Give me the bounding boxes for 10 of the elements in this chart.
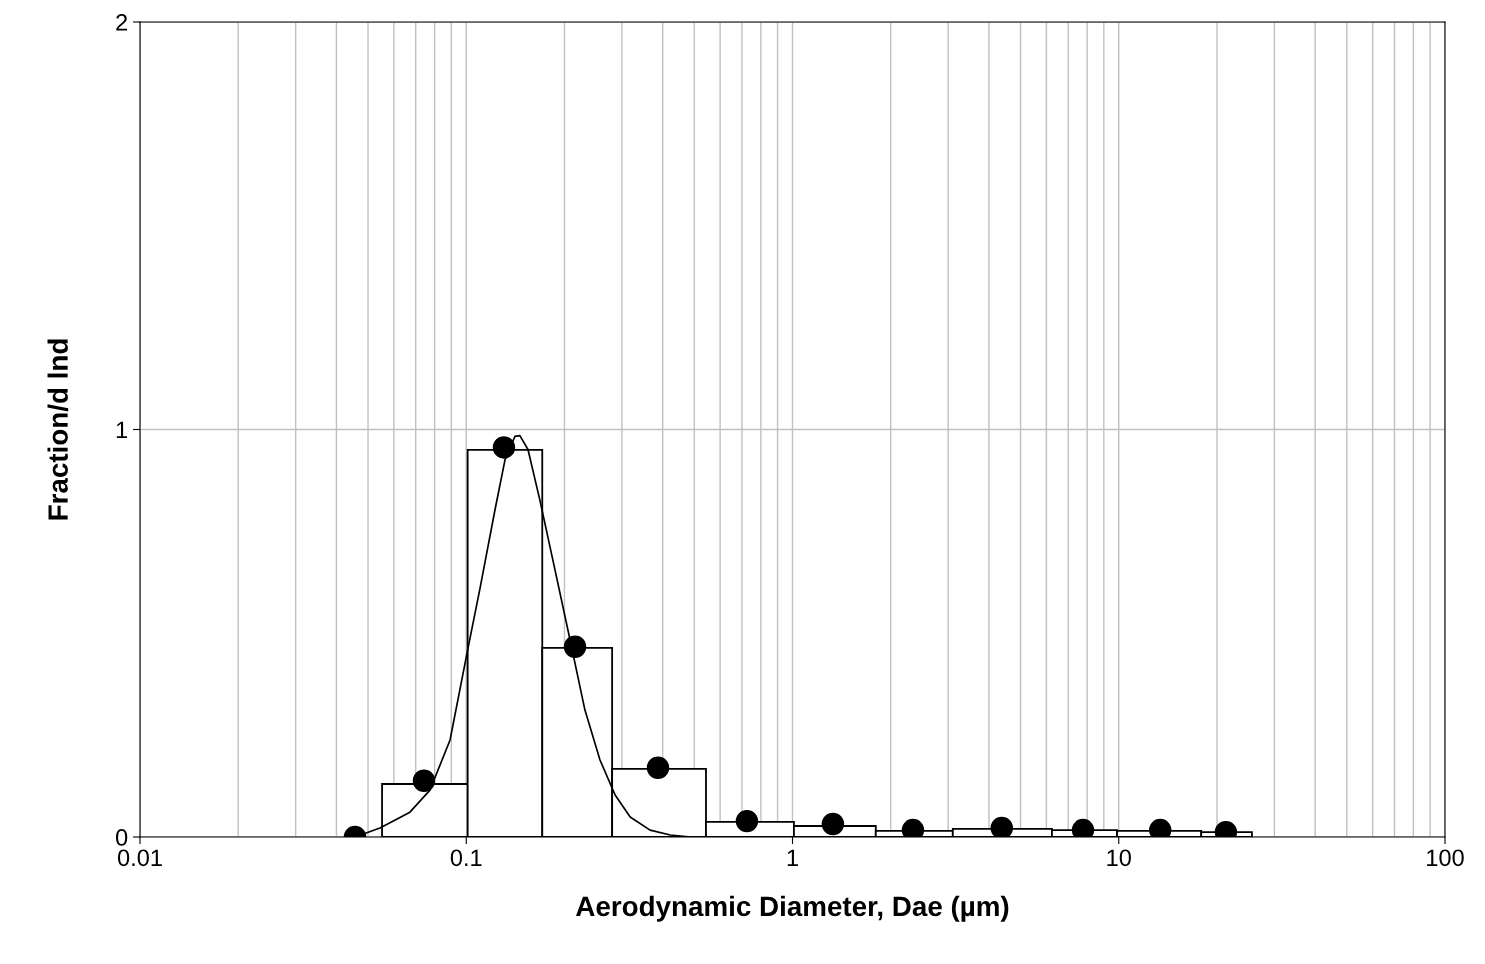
x-tick-label: 1 xyxy=(787,849,798,866)
y-tick-label: 2 xyxy=(116,14,128,31)
y-tick-label: 1 xyxy=(116,421,128,439)
y-axis-title: Fraction/d lnd xyxy=(47,339,69,520)
x-axis-title: Aerodynamic Diameter, Dae (µm) xyxy=(576,895,1009,922)
x-tick-label: 0.1 xyxy=(450,849,482,867)
x-tick-label: 10 xyxy=(1107,849,1131,867)
y-tick-label: 0 xyxy=(115,829,128,846)
x-tick-label: 100 xyxy=(1427,849,1464,867)
x-tick-label: 0.01 xyxy=(117,849,162,867)
